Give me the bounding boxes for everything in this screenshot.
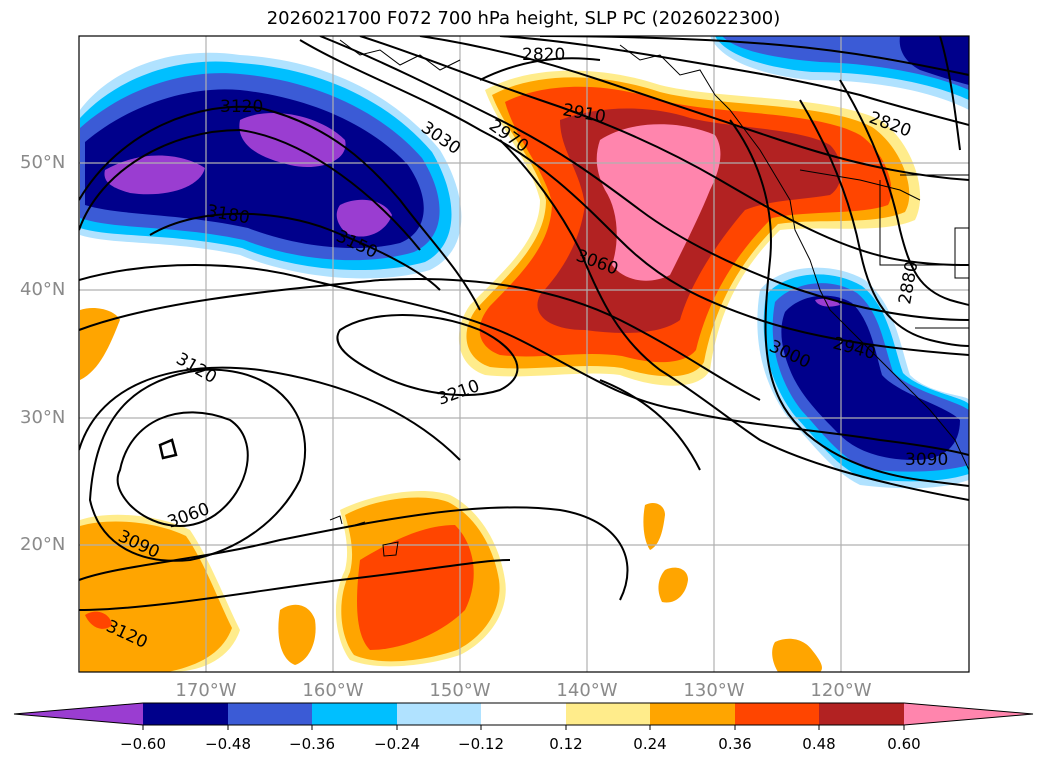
lat-label-40n: 40°N <box>20 279 66 300</box>
lon-label-160w: 160°W <box>302 680 364 701</box>
colorbar-tick-label: −0.24 <box>374 735 420 753</box>
colorbar-cell <box>228 703 312 725</box>
colorbar-tick-label: 0.12 <box>549 735 583 753</box>
colorbar-tick-label: 0.48 <box>802 735 836 753</box>
colorbar-cell <box>904 703 1033 725</box>
contour-label: 2820 <box>522 45 565 65</box>
lon-label-170w: 170°W <box>175 680 237 701</box>
lon-label-140w: 140°W <box>556 680 618 701</box>
colorbar-tick-label: −0.12 <box>458 735 504 753</box>
lat-label-20n: 20°N <box>20 534 66 555</box>
colorbar-cell <box>143 703 228 725</box>
colorbar-cell <box>481 703 566 725</box>
colorbar-cell <box>735 703 819 725</box>
map-frame <box>78 35 970 673</box>
colorbar-tick-label: 0.60 <box>887 735 921 753</box>
colorbar-tick-label: −0.48 <box>205 735 251 753</box>
colorbar-tick-label: 0.24 <box>633 735 667 753</box>
colorbar-cell <box>650 703 735 725</box>
contour-label: 3090 <box>905 450 948 470</box>
lon-label-120w: 120°W <box>810 680 872 701</box>
colorbar-cell <box>819 703 904 725</box>
colorbar-tick-label: −0.36 <box>289 735 335 753</box>
colorbar-cell <box>566 703 650 725</box>
lat-label-50n: 50°N <box>20 152 66 173</box>
colorbar-cell <box>397 703 481 725</box>
shaded-anomalies <box>80 36 969 672</box>
height-contours <box>79 36 969 611</box>
map-title: 2026021700 F072 700 hPa height, SLP PC (… <box>266 8 781 29</box>
colorbar <box>13 702 1034 730</box>
colorbar-cell <box>312 703 397 725</box>
colorbar-cell <box>14 703 143 725</box>
lon-label-150w: 150°W <box>429 680 491 701</box>
contour-label: 3120 <box>220 97 263 117</box>
lat-label-30n: 30°N <box>20 407 66 428</box>
colorbar-tick-label: −0.60 <box>120 735 166 753</box>
graticule <box>79 36 969 672</box>
lon-label-130w: 130°W <box>683 680 745 701</box>
colorbar-tick-label: 0.36 <box>718 735 752 753</box>
